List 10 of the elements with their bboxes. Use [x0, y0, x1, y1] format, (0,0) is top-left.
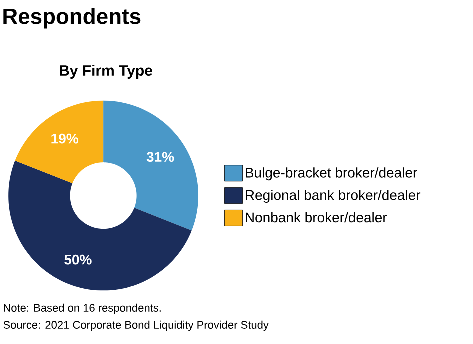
legend-label: Bulge-bracket broker/dealer	[246, 168, 418, 181]
text: Note: Based on 16 respondents.	[4, 304, 161, 314]
legend-label: Regional bank broker/dealer	[246, 190, 421, 204]
chart-title: Respondents	[4, 8, 141, 29]
data-label: 31%	[146, 152, 174, 162]
legend-label: Nonbank broker/dealer	[246, 212, 388, 223]
chart-subtitle: By Firm Type	[60, 65, 152, 79]
data-label: 19%	[52, 134, 78, 144]
source-note: Source: 2021 Corporate Bond Liquidity Provider Study	[4, 320, 269, 332]
data-label: 50%	[64, 254, 92, 265]
